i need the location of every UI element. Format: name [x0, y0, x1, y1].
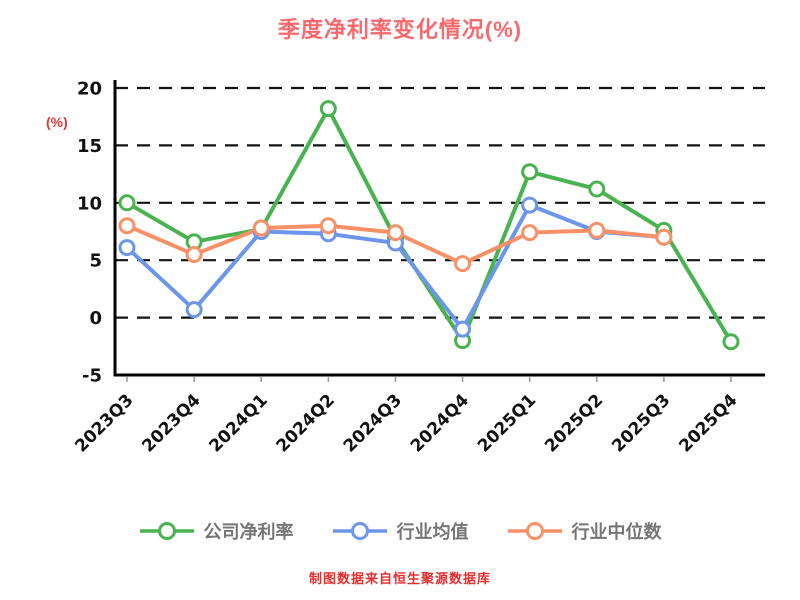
- data-source-note: 制图数据来自恒生聚源数据库: [308, 571, 491, 586]
- svg-text:2023Q3: 2023Q3: [71, 390, 137, 456]
- svg-text:2025Q3: 2025Q3: [608, 390, 674, 456]
- svg-text:20: 20: [77, 79, 102, 100]
- legend-item-industry-average: 行业均值: [332, 518, 469, 544]
- svg-text:2024Q3: 2024Q3: [340, 390, 406, 456]
- legend-item-company-net-margin: 公司净利率: [139, 518, 294, 544]
- legend-label: 行业中位数: [571, 522, 662, 542]
- svg-text:2025Q4: 2025Q4: [675, 390, 741, 456]
- line-circle-marker-icon: [139, 522, 194, 540]
- svg-text:2025Q1: 2025Q1: [474, 390, 540, 456]
- chart-legend: 公司净利率 行业均值 行业中位数: [0, 518, 800, 544]
- legend-label: 公司净利率: [203, 522, 294, 542]
- line-circle-marker-icon: [507, 522, 562, 540]
- svg-text:2024Q4: 2024Q4: [407, 390, 473, 456]
- svg-text:-5: -5: [82, 366, 102, 387]
- y-axis-label: (%): [46, 114, 68, 130]
- legend-label: 行业均值: [396, 522, 469, 542]
- chart-title: 季度净利率变化情况(%): [277, 17, 523, 42]
- svg-text:0: 0: [89, 308, 102, 329]
- chart-canvas: 20 15 10 5 0 -5 2023Q3 2023Q4 2024Q1 2024Q2 2024Q3…: [71, 79, 765, 457]
- svg-text:2025Q2: 2025Q2: [541, 390, 607, 456]
- svg-text:15: 15: [77, 136, 102, 157]
- svg-text:5: 5: [89, 251, 102, 272]
- svg-text:2024Q1: 2024Q1: [206, 390, 272, 456]
- svg-text:2023Q4: 2023Q4: [138, 390, 204, 456]
- legend-item-industry-median: 行业中位数: [507, 518, 662, 544]
- svg-text:2024Q2: 2024Q2: [273, 390, 339, 456]
- svg-text:10: 10: [77, 193, 102, 214]
- line-circle-marker-icon: [332, 522, 387, 540]
